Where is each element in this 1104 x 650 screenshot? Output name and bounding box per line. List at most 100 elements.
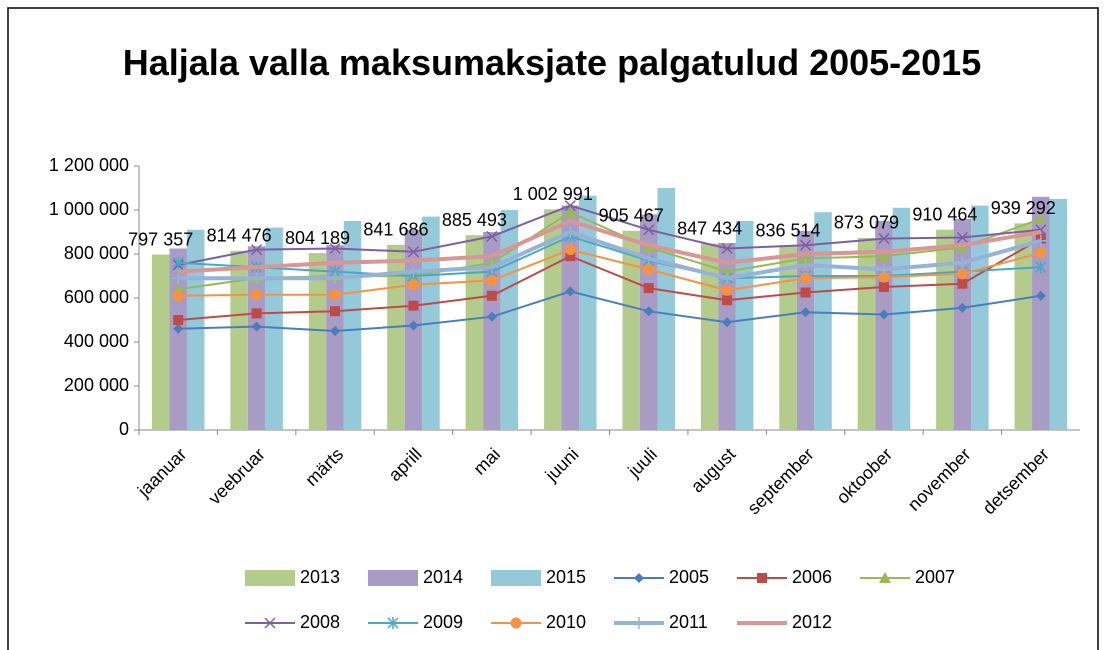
bar — [735, 221, 754, 430]
bar — [622, 230, 640, 430]
line-marker — [956, 231, 968, 244]
line-marker — [330, 306, 341, 317]
line-marker — [250, 272, 263, 285]
line-marker — [565, 251, 576, 262]
line-marker — [878, 282, 889, 292]
bar — [971, 205, 989, 430]
line-marker — [407, 279, 419, 291]
legend-swatch — [491, 570, 541, 586]
line-marker — [722, 317, 733, 328]
x-tick-label: juuni — [541, 444, 583, 486]
bar — [700, 243, 719, 430]
x-tick-label: september — [743, 444, 817, 518]
line-marker — [642, 252, 655, 265]
line-marker — [956, 268, 968, 280]
data-label: 910 464 — [912, 204, 977, 224]
line-series — [178, 218, 1042, 274]
line-marker — [172, 256, 184, 269]
line — [178, 237, 1042, 321]
line-series — [172, 200, 1047, 271]
line-marker — [564, 226, 577, 238]
line-marker — [721, 265, 734, 277]
bar — [1014, 223, 1033, 430]
line-marker — [877, 250, 890, 262]
legend-label: 2010 — [546, 612, 586, 632]
data-label: 804 189 — [285, 228, 350, 248]
data-label: 797 357 — [128, 229, 193, 249]
line-marker — [408, 300, 419, 311]
x-tick-label: detsember — [979, 444, 1053, 518]
line-marker — [956, 256, 969, 269]
line-marker — [172, 290, 184, 302]
legend-label: 2008 — [300, 612, 340, 632]
line — [178, 204, 1041, 266]
x-tick-label: august — [687, 444, 739, 496]
legend-label: 2015 — [546, 567, 586, 587]
line-series — [172, 244, 1047, 302]
line-marker — [564, 244, 576, 256]
bar — [151, 254, 170, 430]
line-marker — [957, 278, 968, 289]
data-label: 841 686 — [363, 220, 428, 240]
line-marker — [878, 271, 890, 283]
line-marker — [330, 326, 341, 336]
line — [178, 248, 1042, 297]
line-marker — [1034, 234, 1047, 247]
line-marker — [329, 289, 341, 301]
line-marker — [1035, 261, 1047, 274]
line-marker — [799, 252, 812, 264]
bar — [308, 253, 327, 430]
bar — [857, 237, 876, 430]
legend-label: 2005 — [669, 567, 709, 587]
legend-label: 2006 — [792, 567, 832, 587]
line — [178, 290, 1041, 333]
bar — [544, 209, 562, 430]
line-marker — [799, 259, 812, 271]
line-marker — [722, 295, 733, 306]
data-label: 847 434 — [677, 218, 742, 238]
legend-label: 2012 — [792, 612, 832, 632]
line-marker — [486, 311, 497, 322]
y-tick-label: 400 000 — [64, 331, 129, 351]
legend-marker — [879, 572, 891, 583]
line-marker — [173, 315, 184, 325]
line — [178, 218, 1042, 274]
line — [178, 235, 1041, 280]
legend-marker — [757, 573, 767, 583]
data-label: 814 476 — [207, 226, 272, 246]
y-tick-label: 1 200 000 — [49, 155, 129, 175]
y-tick-label: 600 000 — [64, 287, 129, 307]
legend-swatch — [368, 570, 418, 586]
legend-label: 2014 — [423, 567, 463, 587]
x-tick-label: oktoober — [832, 444, 896, 508]
line-marker — [877, 263, 890, 276]
data-label: 1 002 991 — [513, 184, 593, 204]
data-label: 905 467 — [599, 206, 664, 226]
x-tick-label: mai — [469, 444, 504, 479]
bar — [779, 245, 797, 430]
data-label: 939 292 — [991, 198, 1056, 218]
line-marker — [643, 224, 655, 236]
y-tick-label: 200 000 — [64, 375, 129, 395]
bar — [465, 235, 484, 430]
line-marker — [329, 242, 341, 255]
line-marker — [643, 306, 654, 317]
legend-marker — [634, 573, 644, 583]
bar — [387, 244, 405, 430]
line-series — [172, 226, 1047, 285]
line-marker — [486, 230, 498, 242]
bar — [936, 229, 954, 430]
x-tick-label: veebruar — [204, 444, 268, 508]
line-marker — [800, 287, 811, 298]
legend-label: 2007 — [915, 567, 955, 587]
line-marker — [407, 265, 420, 278]
line-marker — [721, 242, 733, 255]
line-marker — [800, 239, 812, 251]
bar — [561, 205, 580, 430]
bar — [579, 195, 597, 430]
line-marker — [564, 200, 576, 212]
line-marker — [251, 289, 263, 301]
line-marker — [721, 284, 733, 296]
